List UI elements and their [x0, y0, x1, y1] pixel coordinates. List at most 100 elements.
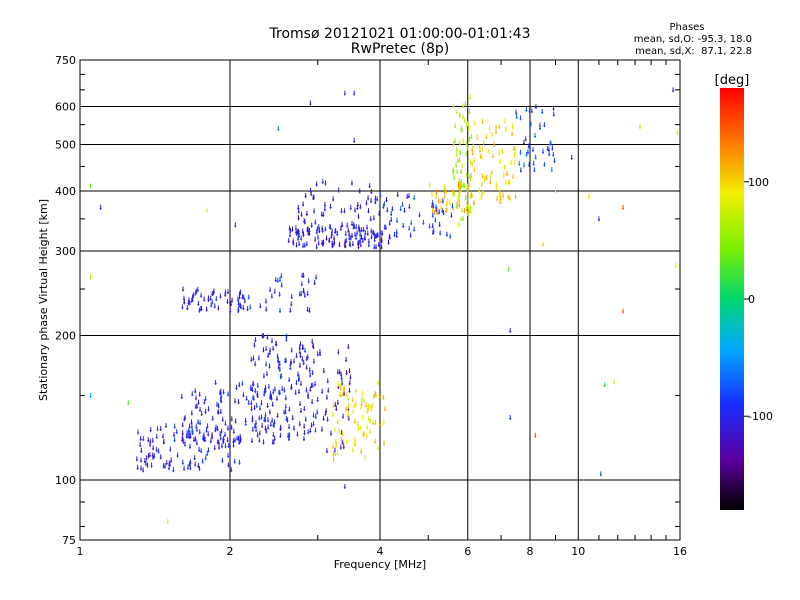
scatter-point-281	[306, 354, 309, 360]
scatter-point-338	[302, 360, 305, 366]
scatter-point-355	[250, 386, 253, 392]
scatter-point-879	[455, 146, 458, 152]
scatter-point-708	[363, 234, 366, 240]
colorbar-tick-label-2: -100	[748, 410, 773, 423]
scatter-point-520	[249, 304, 252, 310]
scatter-point-945	[498, 192, 501, 198]
scatter-point-70	[227, 462, 230, 468]
scatter-point-356	[314, 413, 317, 419]
scatter-point-996	[532, 160, 535, 166]
scatter-point-280	[272, 389, 275, 395]
scatter-point-80	[201, 458, 204, 464]
scatter-point-802	[432, 229, 435, 235]
scatter-point-343	[277, 364, 280, 370]
scatter-point-20	[219, 431, 222, 437]
scatter-point-350	[307, 429, 310, 435]
scatter-point-552	[265, 298, 268, 304]
scatter-point-342	[268, 350, 271, 356]
scatter-point-13	[142, 436, 145, 442]
scatter-point-575	[259, 303, 262, 309]
scatter-point-476	[340, 436, 343, 442]
scatter-point-909	[452, 206, 455, 212]
scatter-point-477	[361, 390, 364, 396]
scatter-point-59	[195, 426, 198, 432]
scatter-point-386	[336, 369, 339, 375]
scatter-point-982	[478, 144, 481, 150]
scatter-point-572	[303, 292, 306, 298]
scatter-point-98	[146, 462, 149, 468]
scatter-point-181	[200, 411, 203, 417]
scatter-point-298	[264, 417, 267, 423]
scatter-point-741	[314, 219, 317, 225]
scatter-point-827	[468, 182, 471, 188]
scatter-point-1030	[89, 183, 92, 189]
scatter-point-1004	[528, 108, 531, 114]
scatter-point-790	[391, 206, 394, 212]
scatter-point-777	[439, 230, 442, 236]
scatter-point-979	[481, 118, 484, 124]
scatter-point-161	[217, 403, 220, 409]
scatter-point-709	[322, 239, 325, 245]
scatter-point-103	[181, 430, 184, 436]
scatter-point-729	[367, 208, 370, 214]
scatter-point-174	[242, 392, 245, 398]
scatter-point-864	[453, 174, 456, 180]
scatter-point-1040	[353, 90, 356, 96]
scatter-point-289	[284, 403, 287, 409]
scatter-point-783	[428, 223, 431, 229]
scatter-point-377	[334, 401, 337, 407]
scatter-point-219	[310, 422, 313, 428]
scatter-point-497	[182, 286, 185, 292]
scatter-point-427	[353, 436, 356, 442]
scatter-point-769	[408, 225, 411, 231]
scatter-point-308	[312, 344, 315, 350]
scatter-point-714	[297, 215, 300, 221]
scatter-point-264	[301, 344, 304, 350]
scatter-point-901	[458, 112, 461, 118]
scatter-point-269	[268, 409, 271, 415]
scatter-point-359	[254, 361, 257, 367]
scatter-point-255	[264, 412, 267, 418]
scatter-point-117	[227, 442, 230, 448]
scatter-point-344	[298, 362, 301, 368]
scatter-point-464	[374, 419, 377, 425]
scatter-point-853	[462, 103, 465, 109]
scatter-point-696	[381, 230, 384, 236]
scatter-point-201	[260, 400, 263, 406]
scatter-point-1002	[525, 106, 528, 112]
scatter-point-918	[454, 123, 457, 129]
scatter-point-107	[173, 432, 176, 438]
scatter-points	[89, 87, 679, 524]
scatter-point-276	[273, 435, 276, 441]
scatter-point-821	[428, 182, 431, 188]
scatter-point-345	[298, 349, 301, 355]
scatter-point-199	[259, 405, 262, 411]
scatter-point-682	[334, 229, 337, 235]
scatter-point-166	[190, 410, 193, 416]
scatter-point-1050	[570, 154, 573, 160]
scatter-point-167	[211, 415, 214, 421]
scatter-point-965	[502, 172, 505, 178]
scatter-point-981	[480, 194, 483, 200]
scatter-point-206	[190, 419, 193, 425]
scatter-point-56	[145, 455, 148, 461]
scatter-point-333	[281, 386, 284, 392]
scatter-point-748	[367, 195, 370, 201]
scatter-point-721	[297, 208, 300, 214]
scatter-point-963	[481, 173, 484, 179]
scatter-point-855	[466, 187, 469, 193]
scatter-point-569	[298, 291, 301, 297]
scatter-point-39	[162, 438, 165, 444]
scatter-point-194	[216, 439, 219, 445]
scatter-point-395	[345, 370, 348, 376]
scatter-point-791	[409, 232, 412, 238]
scatter-point-451	[357, 426, 360, 432]
scatter-point-96	[198, 429, 201, 435]
scatter-point-352	[251, 381, 254, 387]
scatter-point-831	[440, 198, 443, 204]
scatter-point-133	[230, 416, 233, 422]
scatter-point-578	[290, 301, 293, 307]
scatter-point-510	[200, 292, 203, 298]
scatter-point-137	[219, 435, 222, 441]
scatter-point-429	[369, 418, 372, 424]
